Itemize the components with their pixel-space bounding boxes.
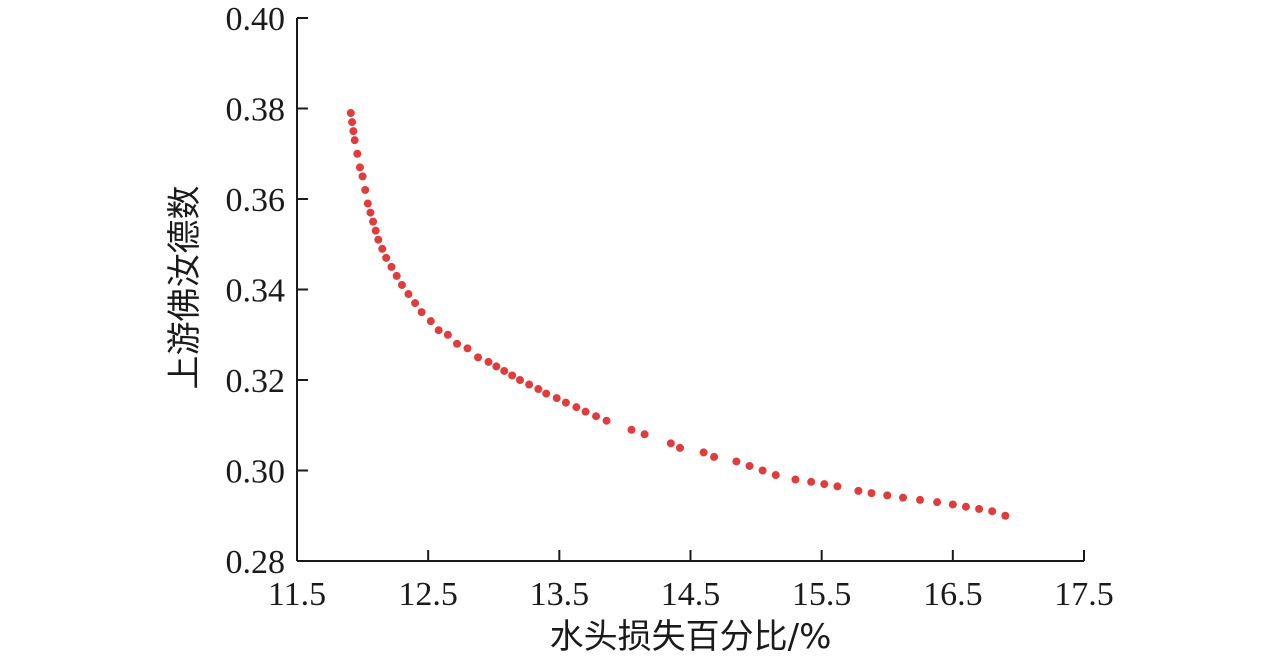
data-point	[353, 149, 362, 158]
data-point	[592, 412, 601, 421]
data-point	[988, 507, 997, 516]
data-points	[346, 109, 1010, 520]
data-point	[443, 330, 452, 339]
data-point	[867, 489, 876, 498]
data-point	[1001, 511, 1010, 520]
data-point	[581, 407, 590, 416]
data-point	[492, 362, 501, 371]
y-tick-label: 0.40	[226, 1, 286, 38]
data-point	[453, 339, 462, 348]
data-point	[355, 163, 364, 172]
x-tick-label: 17.5	[1054, 576, 1114, 613]
data-point	[807, 477, 816, 486]
data-point	[898, 493, 907, 502]
x-tick-label: 15.5	[792, 576, 852, 613]
data-point	[358, 172, 367, 181]
data-point	[961, 502, 970, 511]
data-point	[602, 416, 611, 425]
y-tick-label: 0.36	[226, 182, 286, 219]
data-point	[975, 504, 984, 513]
y-tick-label: 0.32	[226, 363, 286, 400]
data-point	[500, 366, 509, 375]
x-tick-label: 12.5	[398, 576, 458, 613]
data-point	[948, 500, 957, 509]
data-point	[392, 271, 401, 280]
data-point	[363, 199, 372, 208]
data-point	[378, 244, 387, 253]
data-point	[666, 439, 675, 448]
data-point	[404, 290, 413, 299]
data-point	[758, 466, 767, 475]
x-axis: 11.5 12.5 13.5 14.5 15.5 16.5 17.5	[268, 550, 1114, 613]
data-point	[374, 235, 383, 244]
data-point	[833, 482, 842, 491]
data-point	[371, 226, 380, 235]
y-axis: 0.28 0.30 0.32 0.34 0.36 0.38 0.40	[226, 1, 308, 581]
x-tick-label: 14.5	[661, 576, 721, 613]
data-point	[699, 448, 708, 457]
data-point	[771, 471, 780, 480]
y-axis-title: 上游佛汝德数	[165, 186, 205, 390]
data-point	[515, 376, 524, 384]
y-tick-label: 0.28	[226, 544, 286, 581]
data-point	[854, 486, 863, 495]
data-point	[561, 398, 570, 407]
data-point	[361, 185, 370, 194]
data-point	[534, 385, 543, 394]
data-point	[883, 491, 892, 500]
data-point	[820, 480, 829, 489]
data-point	[387, 262, 396, 271]
x-tick-label: 11.5	[268, 576, 326, 613]
data-point	[542, 389, 551, 398]
data-point	[426, 317, 435, 326]
data-point	[916, 495, 925, 504]
x-axis-title: 水头损失百分比/%	[550, 617, 832, 657]
data-point	[676, 443, 685, 452]
data-point	[552, 394, 561, 403]
data-point	[369, 217, 378, 226]
x-tick-label: 13.5	[530, 576, 590, 613]
data-point	[484, 357, 493, 366]
x-tick-label: 16.5	[923, 576, 983, 613]
data-point	[572, 403, 581, 412]
data-point	[346, 109, 355, 118]
data-point	[627, 425, 636, 434]
y-tick-label: 0.30	[226, 454, 286, 491]
y-tick-label: 0.34	[226, 273, 286, 310]
data-point	[434, 326, 443, 335]
data-point	[732, 457, 741, 466]
data-point	[791, 475, 800, 484]
y-tick-label: 0.38	[226, 92, 286, 129]
data-point	[397, 280, 406, 289]
data-point	[411, 299, 420, 308]
data-point	[382, 253, 391, 262]
data-point	[463, 344, 472, 353]
data-point	[474, 353, 483, 362]
data-point	[933, 498, 942, 507]
data-point	[745, 461, 754, 470]
data-point	[640, 430, 649, 439]
data-point	[710, 452, 719, 461]
data-point	[508, 371, 517, 380]
data-point	[525, 380, 534, 389]
data-point	[349, 127, 358, 136]
data-point	[348, 118, 357, 127]
data-point	[417, 308, 426, 317]
data-point	[350, 136, 359, 145]
data-point	[366, 208, 375, 217]
